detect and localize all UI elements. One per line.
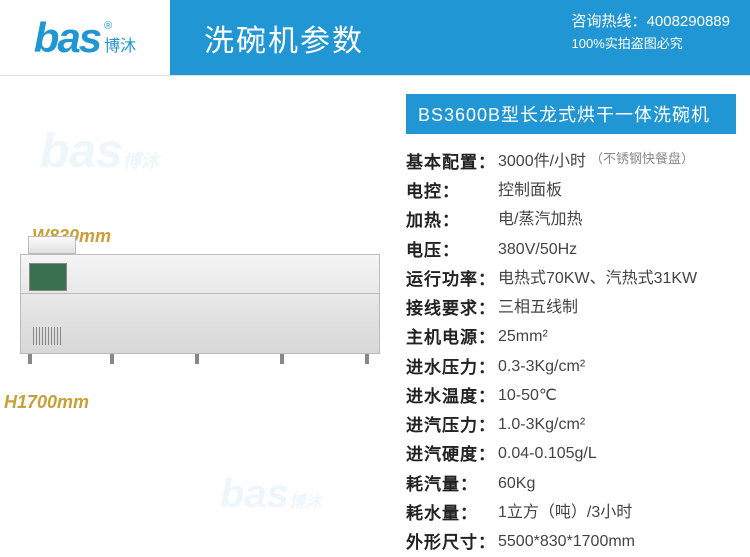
spec-value: 1立方（吨）/3小时: [498, 499, 632, 528]
machine-body: [20, 254, 380, 354]
contact-info: 咨询热线：4008290889 100%实拍盗图必究: [572, 10, 730, 52]
spec-label: 电压：: [406, 236, 498, 265]
spec-value: 380V/50Hz: [498, 236, 577, 265]
spec-row: 接线要求：三相五线制: [406, 294, 736, 323]
logo-cn-wrap: ® 博沐: [104, 20, 136, 56]
spec-row: 进汽硬度：0.04-0.105g/L: [406, 440, 736, 469]
logo-chinese: 博沐: [104, 32, 136, 56]
machine-leg: [365, 354, 369, 364]
watermark-icon: bas博沐: [220, 472, 321, 517]
machine-leg: [195, 354, 199, 364]
hotline: 咨询热线：4008290889: [572, 10, 730, 31]
spec-value: 3000件/小时: [498, 148, 586, 177]
specifications-panel: BS3600B型长龙式烘干一体洗碗机 基本配置：3000件/小时（不锈钢快餐盘）…: [400, 94, 750, 557]
spec-label: 进汽硬度：: [406, 440, 498, 469]
spec-note: （不锈钢快餐盘）: [590, 148, 694, 177]
machine-legs: [20, 354, 400, 364]
spec-label: 接线要求：: [406, 294, 498, 323]
machine-hood: [28, 236, 76, 254]
title-banner: 洗碗机参数 咨询热线：4008290889 100%实拍盗图必究: [170, 0, 750, 75]
hotline-label: 咨询热线：: [572, 13, 647, 30]
spec-label: 进汽压力：: [406, 411, 498, 440]
spec-label: 耗水量：: [406, 499, 498, 528]
header-bar: bas ® 博沐 洗碗机参数 咨询热线：4008290889 100%实拍盗图必…: [0, 0, 750, 76]
machine-leg: [110, 354, 114, 364]
disclaimer-text: 100%实拍盗图必究: [572, 33, 730, 52]
logo-container: bas ® 博沐: [0, 0, 170, 75]
spec-row: 进水压力：0.3-3Kg/cm²: [406, 353, 736, 382]
spec-label: 电控：: [406, 177, 498, 206]
spec-value: 10-50℃: [498, 382, 557, 411]
spec-row: 电压：380V/50Hz: [406, 236, 736, 265]
spec-row: 进汽压力：1.0-3Kg/cm²: [406, 411, 736, 440]
spec-row: 外形尺寸：5500*830*1700mm: [406, 528, 736, 557]
spec-row: 加热：电/蒸汽加热: [406, 206, 736, 235]
spec-value: 三相五线制: [498, 294, 578, 323]
spec-row: 基本配置：3000件/小时（不锈钢快餐盘）: [406, 148, 736, 177]
spec-label: 外形尺寸：: [406, 528, 498, 557]
spec-value: 60Kg: [498, 470, 535, 499]
spec-row: 运行功率：电热式70KW、汽热式31KW: [406, 265, 736, 294]
product-image-area: bas博沐 bas博沐 W830mm L5500mm H1700mm: [0, 94, 400, 557]
machine-leg: [280, 354, 284, 364]
spec-label: 进水温度：: [406, 382, 498, 411]
spec-row: 主机电源：25mm²: [406, 323, 736, 352]
logo-text: bas: [34, 14, 100, 62]
machine-seam: [21, 293, 379, 294]
machine-illustration: [20, 254, 400, 354]
watermark-icon: bas博沐: [40, 124, 159, 179]
spec-row: 耗汽量：60Kg: [406, 470, 736, 499]
dimension-height-label: H1700mm: [4, 392, 89, 413]
spec-row: 耗水量：1立方（吨）/3小时: [406, 499, 736, 528]
spec-label: 主机电源：: [406, 323, 498, 352]
spec-label: 运行功率：: [406, 265, 498, 294]
spec-value: 5500*830*1700mm: [498, 528, 635, 557]
spec-value: 0.04-0.105g/L: [498, 440, 597, 469]
spec-label: 基本配置：: [406, 148, 498, 177]
spec-label: 耗汽量：: [406, 470, 498, 499]
content-area: bas博沐 bas博沐 W830mm L5500mm H1700mm BS360…: [0, 76, 750, 557]
spec-value: 0.3-3Kg/cm²: [498, 353, 585, 382]
spec-value: 电/蒸汽加热: [498, 206, 582, 235]
spec-row: 进水温度：10-50℃: [406, 382, 736, 411]
spec-label: 加热：: [406, 206, 498, 235]
spec-value: 25mm²: [498, 323, 548, 352]
spec-value: 电热式70KW、汽热式31KW: [498, 265, 697, 294]
machine-control-panel: [29, 263, 67, 291]
machine-vent: [33, 327, 63, 345]
page-title: 洗碗机参数: [204, 16, 364, 60]
spec-label: 进水压力：: [406, 353, 498, 382]
model-title: BS3600B型长龙式烘干一体洗碗机: [406, 94, 736, 134]
spec-list: 基本配置：3000件/小时（不锈钢快餐盘）电控：控制面板加热：电/蒸汽加热电压：…: [406, 148, 736, 557]
spec-row: 电控：控制面板: [406, 177, 736, 206]
logo-registered: ®: [104, 20, 136, 32]
hotline-number: 4008290889: [647, 13, 730, 30]
spec-value: 控制面板: [498, 177, 562, 206]
spec-value: 1.0-3Kg/cm²: [498, 411, 585, 440]
machine-leg: [28, 354, 32, 364]
